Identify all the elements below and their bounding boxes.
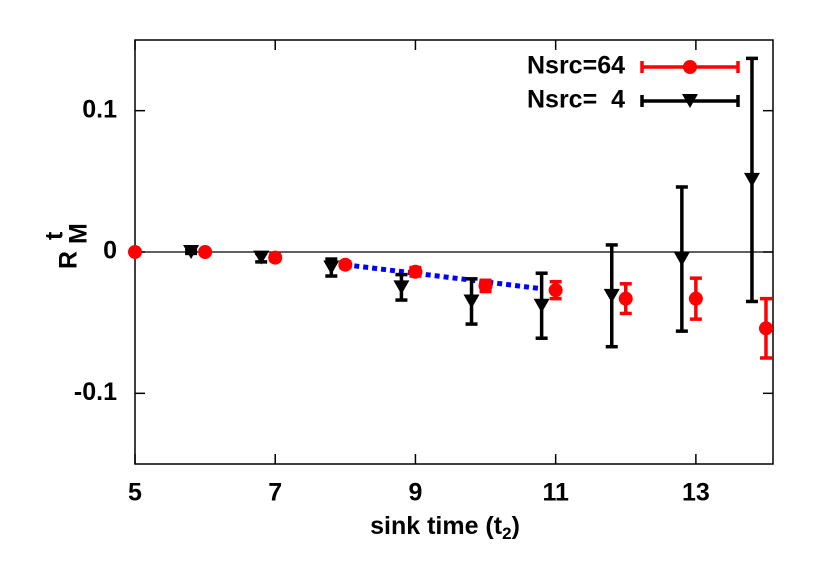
data-point (603, 288, 620, 303)
data-point (478, 278, 493, 293)
x-tick-label: 9 (408, 479, 422, 507)
data-point (253, 250, 270, 265)
y-label-main: R (55, 251, 83, 269)
data-point (463, 294, 480, 309)
fit-line (345, 262, 542, 292)
data-point (268, 250, 283, 265)
x-tick-label: 5 (128, 479, 142, 507)
x-tick-label: 11 (542, 479, 569, 507)
y-tick-label: -0.1 (74, 378, 117, 406)
data-point (533, 298, 550, 313)
y-tick-label: 0.1 (82, 95, 117, 123)
data-point (743, 172, 760, 187)
data-point (673, 252, 690, 267)
data-point (323, 260, 340, 275)
data-point (688, 291, 703, 306)
data-point (618, 291, 633, 306)
x-tick-label: 13 (682, 479, 710, 507)
y-label-sub: M (65, 223, 93, 244)
data-point (393, 280, 410, 295)
y-axis-label: R t M (41, 223, 93, 269)
data-point (183, 245, 200, 259)
legend-label: Nsrc= 4 (527, 86, 625, 114)
data-point (338, 257, 353, 272)
data-point (758, 321, 773, 336)
legend-marker (682, 94, 698, 108)
legend-marker (683, 60, 697, 74)
legend-label: Nsrc=64 (527, 52, 625, 80)
y-tick-label: 0 (103, 237, 117, 265)
x-axis-label: sink time (t2) (370, 512, 520, 544)
data-point (128, 245, 142, 259)
x-tick-label: 7 (268, 479, 282, 507)
data-point (408, 264, 423, 279)
data-point (548, 283, 563, 298)
data-point (198, 245, 213, 259)
y-label-sup: t (41, 231, 69, 240)
